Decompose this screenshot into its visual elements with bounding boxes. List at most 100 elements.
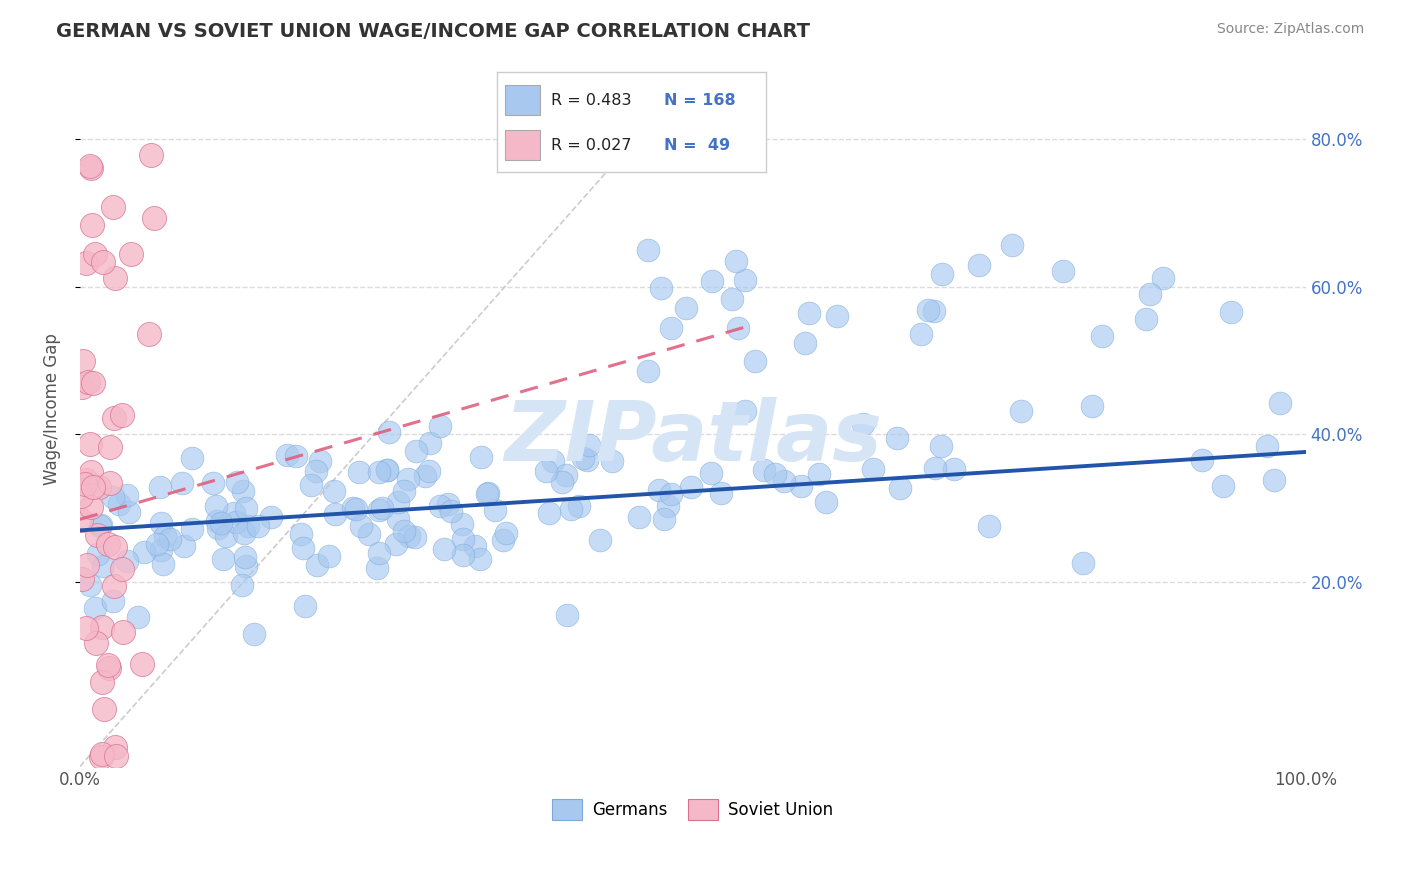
Point <box>1268 396 1291 410</box>
Point <box>207 521 229 535</box>
Point <box>132 545 155 559</box>
Point <box>534 464 557 478</box>
Point <box>226 475 249 489</box>
Point <box>232 483 254 498</box>
Point <box>378 425 401 439</box>
Point <box>419 436 441 450</box>
Point <box>659 320 682 334</box>
Point <box>889 481 911 495</box>
Point <box>413 469 436 483</box>
Point <box>91 620 114 634</box>
Point <box>138 326 160 341</box>
Point <box>90 675 112 690</box>
Point <box>555 468 578 483</box>
Point <box>1091 329 1114 343</box>
Point <box>807 467 830 482</box>
Point <box>236 519 259 533</box>
Point <box>451 549 474 563</box>
Point <box>727 321 749 335</box>
Point <box>308 454 330 468</box>
Point <box>127 610 149 624</box>
Legend: Germans, Soviet Union: Germans, Soviet Union <box>546 793 839 826</box>
Point <box>97 657 120 672</box>
Point <box>924 303 946 318</box>
Point <box>91 255 114 269</box>
Point <box>90 517 112 532</box>
Point <box>375 463 398 477</box>
Point <box>84 601 107 615</box>
Point <box>942 461 965 475</box>
Point <box>117 554 139 568</box>
Text: GERMAN VS SOVIET UNION WAGE/INCOME GAP CORRELATION CHART: GERMAN VS SOVIET UNION WAGE/INCOME GAP C… <box>56 22 810 41</box>
Point <box>429 418 451 433</box>
Point <box>440 504 463 518</box>
Point <box>659 487 682 501</box>
Point <box>375 463 398 477</box>
Point <box>149 480 172 494</box>
Point <box>75 473 97 487</box>
Point <box>97 537 120 551</box>
Point <box>235 559 257 574</box>
Point <box>90 749 112 764</box>
Point <box>387 512 409 526</box>
Point <box>396 472 419 486</box>
Point <box>789 478 811 492</box>
Point <box>103 579 125 593</box>
Point <box>394 524 416 538</box>
Point <box>571 451 593 466</box>
Point <box>235 501 257 516</box>
Point <box>1191 453 1213 467</box>
Point <box>305 464 328 478</box>
Point <box>387 495 409 509</box>
Point <box>349 519 371 533</box>
Point <box>79 437 101 451</box>
Point <box>924 460 946 475</box>
Point <box>652 511 675 525</box>
Text: ZIPatlas: ZIPatlas <box>503 397 882 478</box>
Point <box>305 558 328 573</box>
Point <box>344 501 367 516</box>
Point <box>117 488 139 502</box>
Point <box>648 483 671 497</box>
Point <box>721 292 744 306</box>
Point <box>149 542 172 557</box>
Point <box>398 529 420 543</box>
Point <box>91 559 114 574</box>
Point <box>578 438 600 452</box>
Text: Source: ZipAtlas.com: Source: ZipAtlas.com <box>1216 22 1364 37</box>
Point <box>120 246 142 260</box>
Point <box>589 533 612 548</box>
Point <box>451 516 474 531</box>
Point <box>931 267 953 281</box>
Point <box>555 608 578 623</box>
Point <box>103 490 125 504</box>
Point <box>98 440 121 454</box>
Point <box>72 354 94 368</box>
Point <box>451 533 474 547</box>
Point <box>180 522 202 536</box>
Point <box>75 621 97 635</box>
Point <box>773 474 796 488</box>
Point <box>1212 478 1234 492</box>
Point <box>404 530 426 544</box>
Point <box>101 200 124 214</box>
Point <box>111 408 134 422</box>
Point <box>77 375 100 389</box>
Point <box>93 702 115 716</box>
Point <box>70 572 93 586</box>
Point <box>359 526 381 541</box>
Point <box>118 505 141 519</box>
Point <box>1052 264 1074 278</box>
Point <box>205 499 228 513</box>
Point <box>484 502 506 516</box>
Point <box>79 500 101 515</box>
Point <box>172 476 194 491</box>
Point <box>212 552 235 566</box>
Point <box>141 148 163 162</box>
Point <box>797 306 820 320</box>
Point <box>560 502 582 516</box>
Point <box>290 527 312 541</box>
Point <box>917 302 939 317</box>
Point <box>89 519 111 533</box>
Point <box>84 636 107 650</box>
